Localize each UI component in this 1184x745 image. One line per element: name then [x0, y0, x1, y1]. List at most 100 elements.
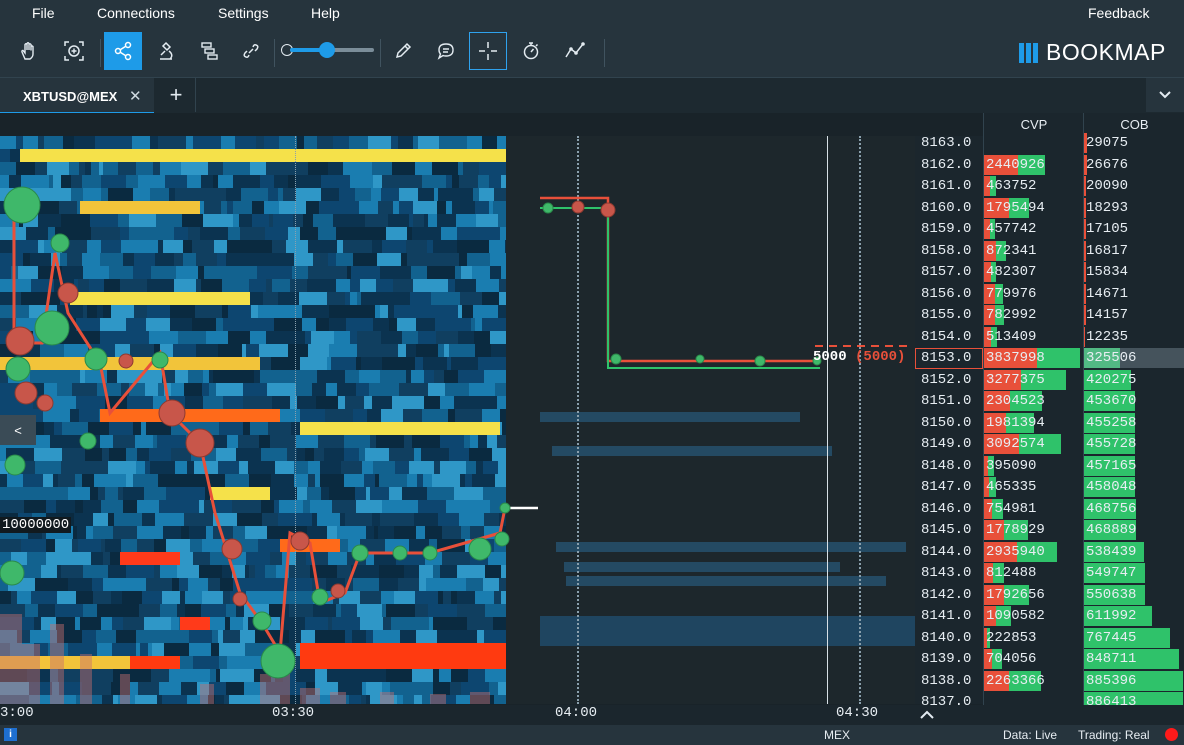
buy-trade-bubble	[5, 356, 31, 382]
heatmap-cell	[222, 565, 232, 578]
heatmap-cell	[444, 344, 449, 357]
menu-file[interactable]: File	[32, 5, 55, 21]
heatmap-cell	[432, 474, 460, 487]
microscope-icon[interactable]	[148, 32, 186, 70]
crosshair-icon[interactable]	[469, 32, 507, 70]
heatmap-cell	[204, 500, 215, 513]
link-icon[interactable]	[232, 32, 270, 70]
collapse-arrow-button[interactable]: <	[0, 415, 36, 445]
menu-help[interactable]: Help	[311, 5, 340, 21]
heatmap-cell	[367, 409, 381, 422]
heatmap-cell	[483, 227, 493, 240]
feedback-link[interactable]: Feedback	[1088, 5, 1150, 21]
cvp-value: 395090	[986, 457, 1037, 474]
heatmap-cell	[69, 162, 79, 175]
price-level: 8155.0	[921, 307, 972, 323]
heatmap-cell	[318, 435, 337, 448]
heatmap-cell	[242, 344, 246, 357]
heatmap-cell	[216, 448, 236, 461]
heatmap-cell	[261, 448, 265, 461]
heatmap-cell	[323, 136, 333, 149]
price-level: 8143.0	[921, 565, 972, 581]
heatmap-cell	[62, 448, 85, 461]
menu-settings[interactable]: Settings	[218, 5, 269, 21]
heatmap-cell	[500, 227, 506, 240]
volume-scale-label: 10000000	[0, 517, 72, 533]
heatmap-cell	[148, 240, 158, 253]
chat-icon[interactable]	[427, 32, 465, 70]
heatmap-cell	[433, 240, 457, 253]
heatmap-cell	[156, 214, 182, 227]
heatmap-cell	[308, 162, 328, 175]
heatmap-cell	[321, 487, 329, 500]
share-icon[interactable]	[104, 32, 142, 70]
heatmap-cell	[407, 474, 417, 487]
heatmap-cell	[479, 188, 494, 201]
heatmap-cell	[196, 344, 218, 357]
heatmap-cell	[483, 461, 498, 474]
heatmap-cell	[490, 253, 506, 266]
heatmap-cell	[416, 318, 435, 331]
cob-value: 468889	[1086, 522, 1137, 538]
slider-thumb[interactable]	[319, 42, 335, 58]
heatmap-cell	[344, 435, 370, 448]
info-icon[interactable]: i	[4, 728, 17, 741]
heatmap-cell	[399, 188, 418, 201]
heatmap-cell	[246, 591, 250, 604]
heatmap-cell	[440, 435, 464, 448]
heatmap-cell	[296, 383, 312, 396]
heatmap-cell	[43, 474, 53, 487]
heatmap-cell	[482, 136, 497, 149]
buy-trade-bubble	[392, 545, 408, 561]
heatmap-cell	[221, 136, 235, 149]
liquidity-heatmap[interactable]	[0, 136, 506, 704]
menu-connections[interactable]: Connections	[97, 5, 175, 21]
heatmap-cell	[307, 487, 321, 500]
heatmap-cell	[497, 136, 506, 149]
heatmap-cell	[15, 292, 21, 305]
heatmap-cell	[57, 305, 83, 318]
heatmap-cell	[34, 448, 62, 461]
heatmap-cell	[386, 604, 415, 617]
heatmap-cell	[198, 266, 204, 279]
chart-area[interactable]: 10000000 < 5000 (5000) 8163.0 8162.0 8161.…	[0, 113, 1184, 712]
heatmap-contrast-slider[interactable]	[290, 42, 374, 58]
heatmap-cell	[245, 240, 272, 253]
pencil-icon[interactable]	[384, 32, 422, 70]
indicator-icon[interactable]	[556, 32, 594, 70]
heatmap-cell	[108, 565, 126, 578]
heatmap-cell	[468, 396, 497, 409]
heatmap-cell	[337, 435, 344, 448]
heatmap-cell	[428, 214, 437, 227]
buy-trade-bubble	[4, 454, 26, 476]
heatmap-cell	[411, 357, 415, 370]
heatmap-cell	[134, 253, 141, 266]
add-tab-button[interactable]: +	[157, 78, 196, 112]
heatmap-cell	[275, 461, 294, 474]
close-icon[interactable]: ✕	[129, 88, 142, 105]
tab-xbtusd[interactable]: XBTUSD@MEX ✕	[0, 78, 154, 114]
cvp-value: 3092574	[986, 436, 1045, 452]
heatmap-cell	[25, 604, 38, 617]
hand-tool-icon[interactable]	[9, 32, 47, 70]
layers-icon[interactable]	[190, 32, 228, 70]
heatmap-cell	[438, 253, 459, 266]
chevron-up-icon[interactable]	[918, 707, 936, 726]
stopwatch-icon[interactable]	[512, 32, 550, 70]
heatmap-cell	[315, 474, 320, 487]
heatmap-cell	[272, 396, 290, 409]
heatmap-cell	[457, 604, 485, 617]
chevron-down-icon[interactable]	[1146, 78, 1184, 112]
heatmap-cell	[478, 175, 489, 188]
heatmap-cell	[438, 344, 444, 357]
heatmap-cell	[345, 513, 372, 526]
heatmap-cell	[504, 474, 506, 487]
heatmap-cell	[397, 318, 416, 331]
price-axis[interactable]: 8163.0 8162.0 8161.0 8160.0 8159.0 8158.0 8157…	[915, 135, 983, 710]
heatmap-cell	[188, 227, 200, 240]
heatmap-cell	[251, 305, 258, 318]
zoom-fit-icon[interactable]	[55, 32, 93, 70]
heatmap-cell	[320, 474, 344, 487]
heatmap-cell	[264, 136, 279, 149]
heatmap-cell	[462, 305, 473, 318]
